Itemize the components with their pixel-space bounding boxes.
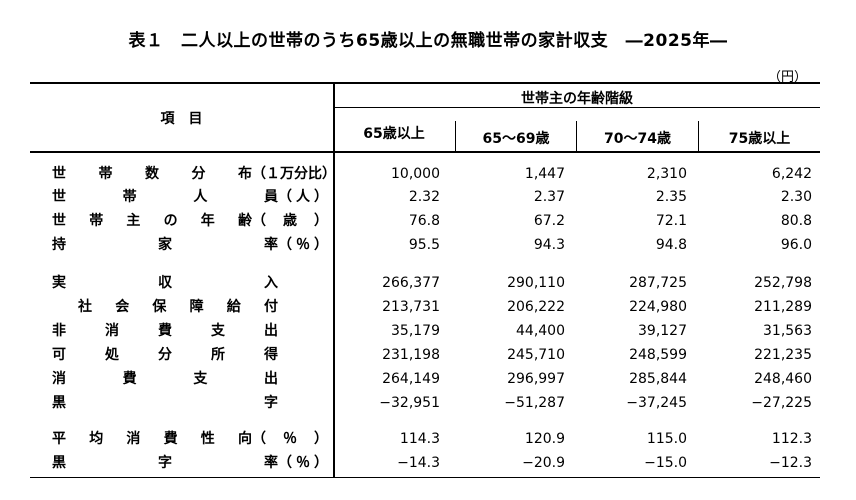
table-cell: 252,798: [754, 275, 812, 291]
table-cell: 94.8: [655, 237, 687, 253]
table-cell: 285,844: [629, 371, 687, 387]
table-cell: 211,289: [754, 299, 812, 315]
table-cell: 2.32: [408, 189, 440, 205]
label-column-divider: [333, 82, 335, 478]
table-cell: 1,447: [524, 166, 565, 182]
table-cell: 31,563: [763, 323, 812, 339]
row-label: 非消費支出: [52, 323, 278, 339]
column-divider-3: [698, 121, 699, 152]
table-cell: −12.3: [769, 455, 812, 471]
table-cell: 2.35: [655, 189, 687, 205]
row-unit: （人）: [278, 189, 328, 205]
age-group-header: 世帯主の年齢階級: [521, 91, 633, 107]
table-cell: 2,310: [646, 166, 687, 182]
column-header-70-74: 70～74歳: [604, 131, 671, 147]
table-cell: 10,000: [391, 166, 440, 182]
row-label: 可処分所得: [52, 347, 278, 363]
table-cell: 287,725: [629, 275, 687, 291]
table-cell: 213,731: [382, 299, 440, 315]
table-cell: 248,599: [629, 347, 687, 363]
table-title: 表１ 二人以上の世帯のうち65歳以上の無職世帯の家計収支 ―2025年―: [128, 31, 728, 51]
table-cell: 6,242: [771, 166, 812, 182]
column-header-75-plus: 75歳以上: [728, 131, 791, 147]
table-cell: 96.0: [780, 237, 812, 253]
table-cell: 72.1: [655, 213, 687, 229]
table-cell: 248,460: [754, 371, 812, 387]
table-cell: 39,127: [638, 323, 687, 339]
row-label: 持家率: [52, 237, 278, 253]
table-cell: 35,179: [391, 323, 440, 339]
table-cell: 94.3: [533, 237, 565, 253]
table-cell: 115.0: [646, 431, 687, 447]
table-cell: −32,951: [379, 395, 440, 411]
row-label: 社会保障給付: [78, 299, 278, 315]
table-cell: −51,287: [504, 395, 565, 411]
table-cell: 114.3: [399, 431, 440, 447]
row-unit: （％）: [278, 455, 328, 471]
item-header: 項 目: [160, 111, 203, 127]
table-cell: 245,710: [507, 347, 565, 363]
row-label: 黒字: [52, 395, 278, 411]
table-bottom-border: [30, 477, 820, 478]
column-divider-2: [576, 121, 577, 152]
column-divider-1: [455, 121, 456, 152]
table-cell: 296,997: [507, 371, 565, 387]
table-cell: 95.5: [408, 237, 440, 253]
row-label: 平均消費性向: [52, 431, 252, 447]
table-cell: −37,245: [626, 395, 687, 411]
unit-label: （円）: [768, 70, 808, 85]
row-unit: （歳）: [252, 213, 328, 229]
table-cell: 290,110: [507, 275, 565, 291]
table-cell: 76.8: [408, 213, 440, 229]
table-cell: 266,377: [382, 275, 440, 291]
table-cell: 2.37: [533, 189, 565, 205]
row-unit: （％）: [278, 237, 328, 253]
header-bottom-border: [30, 151, 820, 153]
row-label: 世帯人員: [52, 189, 278, 205]
table-cell: 2.30: [780, 189, 812, 205]
table-cell: 112.3: [771, 431, 812, 447]
table-cell: −27,225: [751, 395, 812, 411]
table-cell: −14.3: [397, 455, 440, 471]
row-label: 黒字率: [52, 455, 278, 471]
row-label: 世帯主の年齢: [52, 213, 252, 229]
table-cell: 206,222: [507, 299, 565, 315]
row-unit: （％）: [252, 431, 328, 447]
table-cell: 231,198: [382, 347, 440, 363]
column-header-65-plus: 65歳以上: [363, 126, 425, 142]
column-header-65-69: 65～69歳: [482, 131, 550, 147]
row-label: 世帯数分布: [52, 166, 252, 182]
table-cell: 44,400: [516, 323, 565, 339]
row-unit: （１ 万分比）: [252, 166, 336, 182]
row-label: 実収入: [52, 275, 278, 291]
row-label: 消費支出: [52, 371, 278, 387]
table-cell: 224,980: [629, 299, 687, 315]
table-cell: 67.2: [533, 213, 565, 229]
table-cell: 80.8: [780, 213, 812, 229]
table-cell: 221,235: [754, 347, 812, 363]
table-cell: −15.0: [644, 455, 687, 471]
table-top-border: [30, 82, 820, 84]
group-header-divider: [334, 107, 820, 108]
table-cell: 120.9: [524, 431, 565, 447]
table-cell: −20.9: [522, 455, 565, 471]
table-cell: 264,149: [382, 371, 440, 387]
